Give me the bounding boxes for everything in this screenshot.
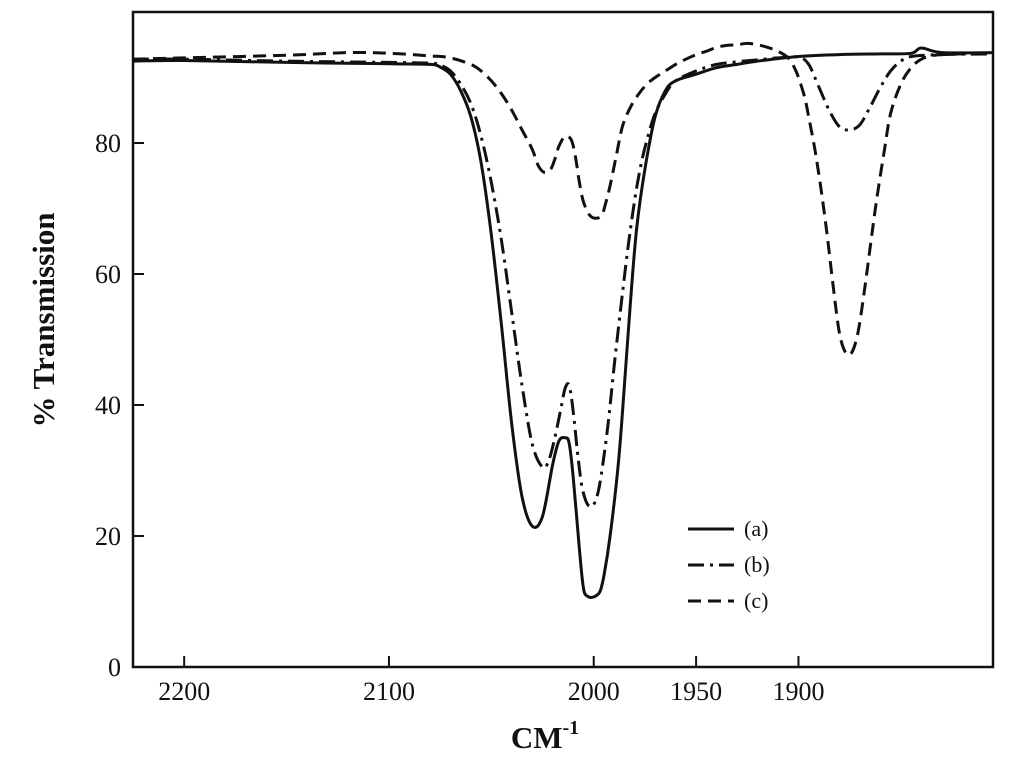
legend-label-a: (a) — [744, 516, 768, 541]
x-tick-label: 2000 — [568, 677, 620, 706]
y-tick-label: 80 — [95, 129, 121, 158]
x-axis-title-base: CM — [511, 720, 563, 755]
x-tick-label: 2200 — [158, 677, 210, 706]
plot-area-frame — [131, 10, 995, 669]
series-line-b — [132, 52, 994, 509]
x-tick-label: 1900 — [772, 677, 824, 706]
x-tick-label: 1950 — [670, 677, 722, 706]
series-layer — [132, 41, 994, 599]
legend-label-b: (b) — [744, 552, 770, 577]
y-tick-label: 20 — [95, 522, 121, 551]
series-line-c — [132, 41, 994, 357]
x-axis-title: CM-1 — [511, 717, 579, 755]
x-axis-ticks: 2200 2100 2000 1950 1900 — [158, 656, 824, 706]
y-tick-label: 0 — [108, 653, 121, 682]
y-axis-ticks: 0 20 40 60 80 — [95, 129, 144, 682]
y-tick-label: 40 — [95, 391, 121, 420]
legend: (a) (b) (c) — [688, 516, 770, 613]
y-tick-label: 60 — [95, 260, 121, 289]
y-axis-title: % Transmission — [26, 212, 61, 427]
x-axis-title-superscript: -1 — [562, 717, 579, 739]
series-line-a — [132, 46, 994, 599]
legend-label-c: (c) — [744, 588, 768, 613]
x-tick-label: 2100 — [363, 677, 415, 706]
